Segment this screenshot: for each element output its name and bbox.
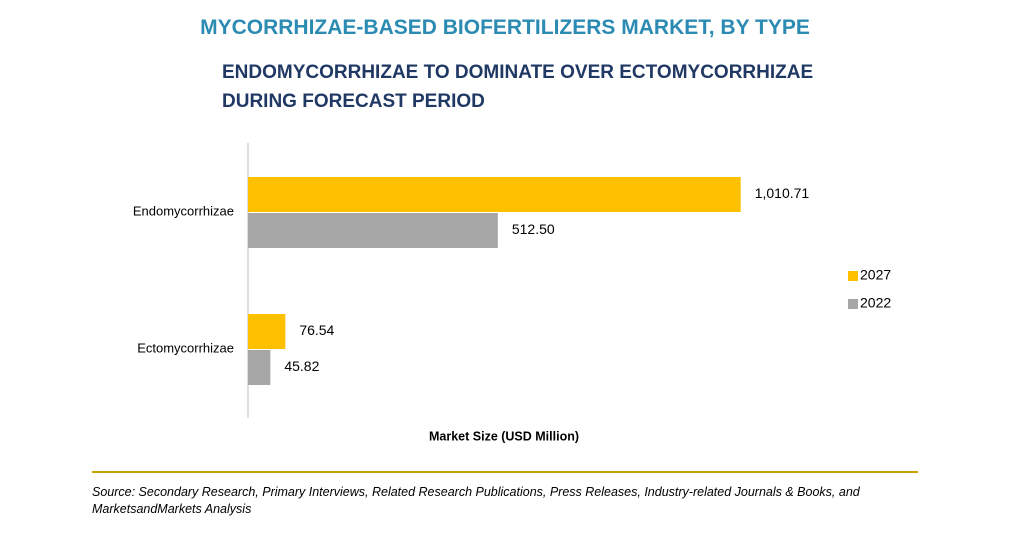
y-tick-label: Ectomycorrhizae xyxy=(137,340,234,355)
data-label: 1,010.71 xyxy=(755,185,810,201)
legend-label: 2027 xyxy=(860,267,891,283)
chart-subtitle: ENDOMYCORRHIZAE TO DOMINATE OVER ECTOMYC… xyxy=(222,62,814,112)
legend-swatch xyxy=(848,299,858,309)
data-label: 76.54 xyxy=(299,322,334,338)
bar xyxy=(248,314,286,349)
data-label: 45.82 xyxy=(284,358,319,374)
divider xyxy=(92,471,918,473)
bar xyxy=(248,213,498,248)
source-note: Source: Secondary Research, Primary Inte… xyxy=(92,485,860,516)
bar xyxy=(248,350,271,385)
y-tick-label: Endomycorrhizae xyxy=(133,203,234,218)
legend-label: 2022 xyxy=(860,295,891,311)
x-axis-label: Market Size (USD Million) xyxy=(429,429,579,443)
data-label: 512.50 xyxy=(512,221,555,237)
legend-swatch xyxy=(848,271,858,281)
bar xyxy=(248,177,741,212)
chart-title: MYCORRHIZAE-BASED BIOFERTILIZERS MARKET,… xyxy=(200,16,810,39)
